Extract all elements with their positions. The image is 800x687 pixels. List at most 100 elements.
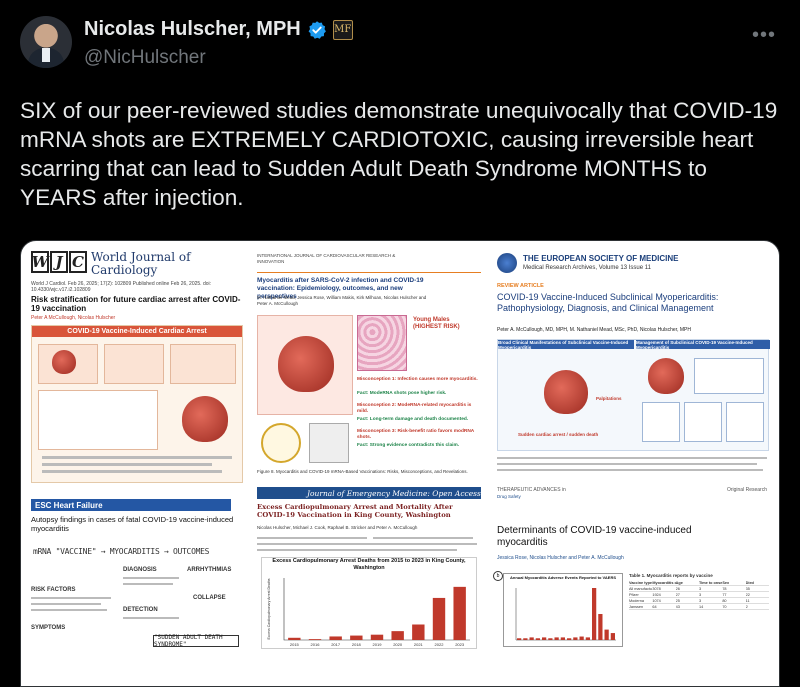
myocarditis-illustration xyxy=(257,315,353,415)
table-cell: 1074 xyxy=(652,598,661,603)
article-type: REVIEW ARTICLE xyxy=(497,283,544,289)
handle[interactable]: @NicHulscher xyxy=(84,47,206,68)
table-cell: 77 xyxy=(722,592,727,597)
article-title: Excess Cardiopulmonary Arrest and Mortal… xyxy=(257,503,453,519)
wjc-article-panel: W J C World Journal of Cardiology World … xyxy=(27,247,247,649)
table-cell: 70 xyxy=(722,604,727,609)
tweet-header: Nicolas Hulscher, MPH MF @NicHulscher ••… xyxy=(20,14,780,76)
article-type: Original Research xyxy=(726,487,767,493)
table-cell: 27 xyxy=(675,592,680,597)
table-row: All manufacturers3078 26 3 78 35 xyxy=(629,586,769,592)
text-line xyxy=(42,456,232,459)
text-line xyxy=(123,617,179,619)
society-name: THE EUROPEAN SOCIETY OF MEDICINE xyxy=(523,254,679,263)
article-authors: Peter A McCullough, Nicolas Hulscher xyxy=(31,315,116,321)
mini-chart-bar xyxy=(535,638,540,640)
chart-bar xyxy=(329,636,342,640)
text-line xyxy=(373,537,473,539)
logo-letter: J xyxy=(50,251,68,273)
clock-graphic xyxy=(261,423,301,463)
text-line xyxy=(257,549,457,551)
table-cell: 3 xyxy=(698,598,702,603)
archives-label: Medical Research Archives, Volume 13 Iss… xyxy=(523,265,651,271)
misconception-3: Misconception 3: Risk-benefit ratio favo… xyxy=(357,429,481,441)
table-cell: Janssen xyxy=(629,604,644,609)
misconception-1: Misconception 1: Infection causes more m… xyxy=(357,377,481,383)
tweet-media-image[interactable]: W J C World Journal of Cardiology World … xyxy=(20,240,780,687)
mini-chart-bar xyxy=(585,637,590,640)
wjc-logo: W J C xyxy=(31,251,87,273)
table-cell: All manufacturers xyxy=(629,586,653,591)
chart-axis xyxy=(283,578,470,641)
sudden-death-label: Sudden cardiac arrest / sudden death xyxy=(518,432,599,437)
table-cell: Sex xyxy=(722,580,730,585)
logo-letter: W xyxy=(31,251,49,273)
chart-title: Excess Cardiopulmonary Arrest Deaths fro… xyxy=(272,558,466,571)
management-box xyxy=(684,402,722,442)
heart-illustration xyxy=(278,336,334,392)
journal-sub: Drug Safety xyxy=(497,494,521,499)
vaers-chart: Annual Myocarditis Adverse Events Report… xyxy=(503,573,623,647)
table-cell: 11 xyxy=(745,598,750,603)
table-cell: 25 xyxy=(675,598,680,603)
affiliate-badge-icon[interactable]: MF xyxy=(332,19,353,40)
risk-factors-label: RISK FACTORS xyxy=(31,587,76,593)
text-line xyxy=(257,537,367,539)
avatar[interactable] xyxy=(20,16,72,68)
chart-bar xyxy=(288,637,301,640)
myopericarditis-figure: Broad Clinical Manifestations of Subclin… xyxy=(497,339,770,451)
chart-tick-label: 2023 xyxy=(455,642,465,647)
table-cell: 26 xyxy=(675,586,680,591)
sudden-adult-death-box: "SUDDEN ADULT DEATH SYNDROME" xyxy=(153,634,239,648)
table-cell: 80 xyxy=(722,598,727,603)
arrhythmias-label: ARRHYTHMIAS xyxy=(187,567,232,573)
display-name[interactable]: Nicolas Hulscher, MPH xyxy=(84,18,301,40)
journal-banner: Journal of Emergency Medicine: Open Acce… xyxy=(257,487,481,499)
chart-tick-label: 2018 xyxy=(352,642,362,647)
verified-check-icon xyxy=(308,20,326,39)
mini-chart-bar xyxy=(604,629,609,640)
mini-chart-bar xyxy=(567,638,572,640)
article-title: COVID-19 Vaccine-Induced Subclinical Myo… xyxy=(497,292,719,313)
mini-chart-bar xyxy=(598,614,603,640)
table-title: Table 1. Myocarditis reports by vaccine xyxy=(629,573,713,578)
chart-bar xyxy=(432,597,446,640)
article-authors: Jessica Rose, Nicolas Hulscher and Peter… xyxy=(497,555,624,561)
text-line xyxy=(31,609,107,611)
article-title: Risk stratification for future cardiac a… xyxy=(31,295,241,313)
mini-chart-bar xyxy=(523,638,528,640)
excess-deaths-chart: Excess Cardiopulmonary Arrest Deaths fro… xyxy=(261,557,477,649)
tweet-text: SIX of our peer-reviewed studies demonst… xyxy=(20,98,778,210)
article-authors: Nicolas Hulscher, Michael J. Cook, Rapha… xyxy=(257,525,418,530)
table-cell: Myocarditis cases xyxy=(652,580,675,585)
table-cell: 3078 xyxy=(652,586,661,591)
mini-chart-bar xyxy=(554,637,559,640)
table-cell: Time to onset xyxy=(698,580,723,585)
more-horizontal-icon[interactable]: ••• xyxy=(751,24,776,46)
misconception-text: Misconception 3: Risk-benefit ratio favo… xyxy=(357,429,475,440)
article-meta: World J Cardiol. Feb 26, 2025; 17(2): 10… xyxy=(31,281,212,293)
chart-tick-label: 2015 xyxy=(290,642,300,647)
chart-bar xyxy=(453,586,466,640)
heart-illustration xyxy=(544,370,588,414)
heart-illustration xyxy=(182,396,228,442)
mini-chart-bar xyxy=(610,633,615,640)
journal-tag: THERAPEUTIC ADVANCES in xyxy=(497,487,566,493)
logo-letter: C xyxy=(69,251,87,273)
cardiac-arrest-graphic: COVID-19 Vaccine-Induced Cardiac Arrest xyxy=(31,325,243,483)
collapse-label: COLLAPSE xyxy=(193,595,226,601)
misconception-text: Misconception 1: Infection causes more m… xyxy=(357,377,478,382)
article-authors: M. Nathaniel Mead, Jessica Rose, William… xyxy=(257,295,427,306)
mini-chart-bar xyxy=(573,637,578,640)
graphic-header: COVID-19 Vaccine-Induced Cardiac Arrest xyxy=(32,326,242,337)
chart-ylabel: Excess Cardiopulmonary Arrest Deaths xyxy=(267,578,271,639)
table-row: Moderna 1074 25 3 80 11 xyxy=(629,598,769,604)
figure-left-header: Broad Clinical Manifestations of Subclin… xyxy=(498,340,634,350)
chart-bar xyxy=(391,631,404,640)
article-authors: Peter A. McCullough, MD, MPH, M. Nathani… xyxy=(497,327,691,333)
chart-bar xyxy=(350,635,363,640)
text-line xyxy=(497,463,757,465)
table-cell: 22 xyxy=(745,592,750,597)
management-box xyxy=(726,402,764,442)
table-cell: 1924 xyxy=(652,592,661,597)
